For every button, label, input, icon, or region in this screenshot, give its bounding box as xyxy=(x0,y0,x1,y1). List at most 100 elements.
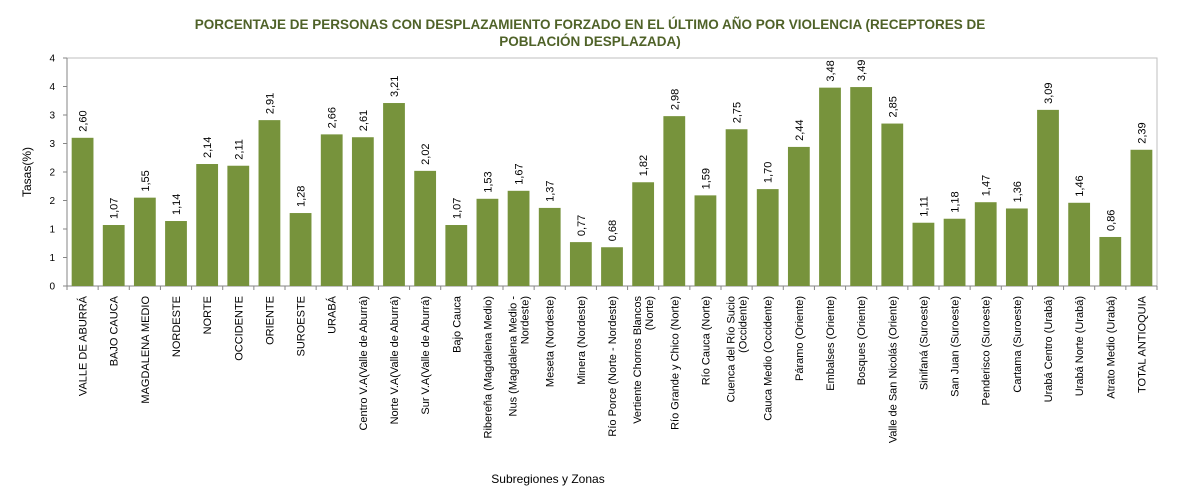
category-label-line: Bosques (Oriente) xyxy=(856,296,868,385)
category-label: Centro V.A(Valle de Aburrá) xyxy=(358,296,370,431)
category-label-line: Nordeste) xyxy=(520,296,532,344)
data-label: 1,36 xyxy=(1012,181,1024,202)
y-tick-label: 1 xyxy=(49,225,55,236)
data-label: 1,07 xyxy=(109,198,121,219)
data-label: 1,07 xyxy=(451,198,463,219)
category-label-line: Embalses (Oriente) xyxy=(825,296,837,391)
y-tick-label: 3 xyxy=(49,111,55,122)
category-label: Páramo (Oriente) xyxy=(794,296,806,381)
y-tick-label: 4 xyxy=(49,54,55,65)
category-label: Urabá Centro (Urabá) xyxy=(1043,296,1055,402)
x-axis-title: Subregiones y Zonas xyxy=(491,472,604,486)
category-label-line: Ribereña (Magdalena Medio) xyxy=(482,296,494,438)
bar xyxy=(1099,236,1122,286)
category-label: NORTE xyxy=(202,296,214,334)
category-label: Bosques (Oriente) xyxy=(856,296,868,385)
category-label: Penderisco (Suroeste) xyxy=(981,296,993,405)
data-label: 1,18 xyxy=(950,191,962,212)
category-label: Valle de San Nicolás (Oriente) xyxy=(887,296,899,443)
category-label-line: TOTAL ANTIOQUIA xyxy=(1136,295,1148,393)
category-label-line: Centro V.A(Valle de Aburrá) xyxy=(358,296,370,431)
data-label: 3,21 xyxy=(389,76,401,97)
category-label-line: Río Grande y Chico (Norte) xyxy=(669,296,681,430)
chart-title: PORCENTAJE DE PERSONAS CON DESPLAZAMIENT… xyxy=(194,17,986,49)
y-tick-label: 4 xyxy=(49,82,55,93)
category-label: Embalses (Oriente) xyxy=(825,296,837,391)
data-label: 2,60 xyxy=(78,110,90,131)
data-labels: 2,60 1,07 1,55 1,14 2,14 2,11 2,91 1,28 2,66 2,61… xyxy=(78,60,1149,242)
category-label: ORIENTE xyxy=(264,296,276,345)
y-tick-label: 1 xyxy=(49,253,55,264)
data-label: 2,75 xyxy=(732,102,744,123)
data-label: 0,77 xyxy=(576,215,588,236)
category-label-line: Río Cauca (Norte) xyxy=(700,296,712,385)
category-label-line: Río Porce (Norte - Nordeste) xyxy=(607,296,619,437)
bar xyxy=(725,129,748,286)
bar xyxy=(756,189,779,286)
category-label: OCCIDENTE xyxy=(233,296,245,361)
y-axis-title: Tasas(%) xyxy=(20,147,34,197)
bar xyxy=(133,197,156,286)
category-label: TOTAL ANTIOQUIA xyxy=(1136,295,1148,393)
category-label: Río Grande y Chico (Norte) xyxy=(669,296,681,430)
data-label: 2,85 xyxy=(887,96,899,117)
data-label: 1,70 xyxy=(763,162,775,183)
category-label-line: Valle de San Nicolás (Oriente) xyxy=(887,296,899,443)
category-label: SUROESTE xyxy=(296,296,308,357)
y-tick-label: 2 xyxy=(49,196,55,207)
category-label: Bajo Cauca xyxy=(451,295,463,353)
category-label-line: NORTE xyxy=(202,296,214,334)
category-label: Río Porce (Norte - Nordeste) xyxy=(607,296,619,437)
category-label: Atrato Medio (Urabá) xyxy=(1105,296,1117,399)
bar xyxy=(1005,208,1028,286)
category-label-line: Sinifaná (Suroeste) xyxy=(918,296,930,390)
category-label-line: Meseta (Nordeste) xyxy=(545,296,557,387)
data-label: 1,82 xyxy=(638,155,650,176)
category-label: NORDESTE xyxy=(171,296,183,357)
bar xyxy=(320,134,343,286)
bar xyxy=(850,87,873,286)
bar xyxy=(351,137,374,286)
bar xyxy=(414,170,437,286)
category-label-line: Norte V.A(Valle de Aburrá) xyxy=(389,296,401,424)
data-label: 1,47 xyxy=(981,175,993,196)
category-label: Sur V.A(Valle de Aburrá) xyxy=(420,296,432,415)
category-label-line: NORDESTE xyxy=(171,296,183,357)
data-label: 1,67 xyxy=(514,163,526,184)
data-label: 1,55 xyxy=(140,170,152,191)
bar xyxy=(1068,202,1091,286)
data-label: 0,68 xyxy=(607,220,619,241)
category-label-line: Urabá Norte (Urabá) xyxy=(1074,296,1086,396)
bar xyxy=(1037,109,1059,287)
category-label-line: BAJO CAUCA xyxy=(109,295,121,366)
category-label-line: Cartama (Suroeste) xyxy=(1012,296,1024,393)
y-axis: 0 1 1 2 2 3 3 4 4 xyxy=(49,54,68,293)
category-label-line: MAGDALENA MEDIO xyxy=(140,296,152,404)
category-label-line: Urabá Centro (Urabá) xyxy=(1043,296,1055,402)
bar xyxy=(445,225,468,286)
category-label: Urabá Norte (Urabá) xyxy=(1074,296,1086,396)
bar xyxy=(974,202,997,286)
bar xyxy=(569,242,592,286)
category-label-line: OCCIDENTE xyxy=(233,296,245,361)
category-label-line: VALLE DE ABURRÁ xyxy=(77,295,90,396)
category-label: Norte V.A(Valle de Aburrá) xyxy=(389,296,401,424)
bar xyxy=(507,190,530,286)
bar xyxy=(943,218,966,286)
data-label: 2,02 xyxy=(420,143,432,164)
bar xyxy=(383,103,405,286)
bar xyxy=(71,137,94,286)
category-label-line: Sur V.A(Valle de Aburrá) xyxy=(420,296,432,415)
bar xyxy=(165,221,187,286)
bar xyxy=(632,182,655,286)
y-tick-label: 0 xyxy=(49,282,55,293)
data-label: 3,48 xyxy=(825,60,837,81)
category-label-line: Cauca Medio (Occidente) xyxy=(763,296,775,421)
category-label-line: SUROESTE xyxy=(296,296,308,357)
bar xyxy=(258,120,281,286)
category-label: Río Cauca (Norte) xyxy=(700,296,712,385)
category-label: Cauca Medio (Occidente) xyxy=(763,296,775,421)
category-label-line: Páramo (Oriente) xyxy=(794,296,806,381)
category-label: Cuenca del Río Sucio(Occidente) xyxy=(726,296,750,402)
